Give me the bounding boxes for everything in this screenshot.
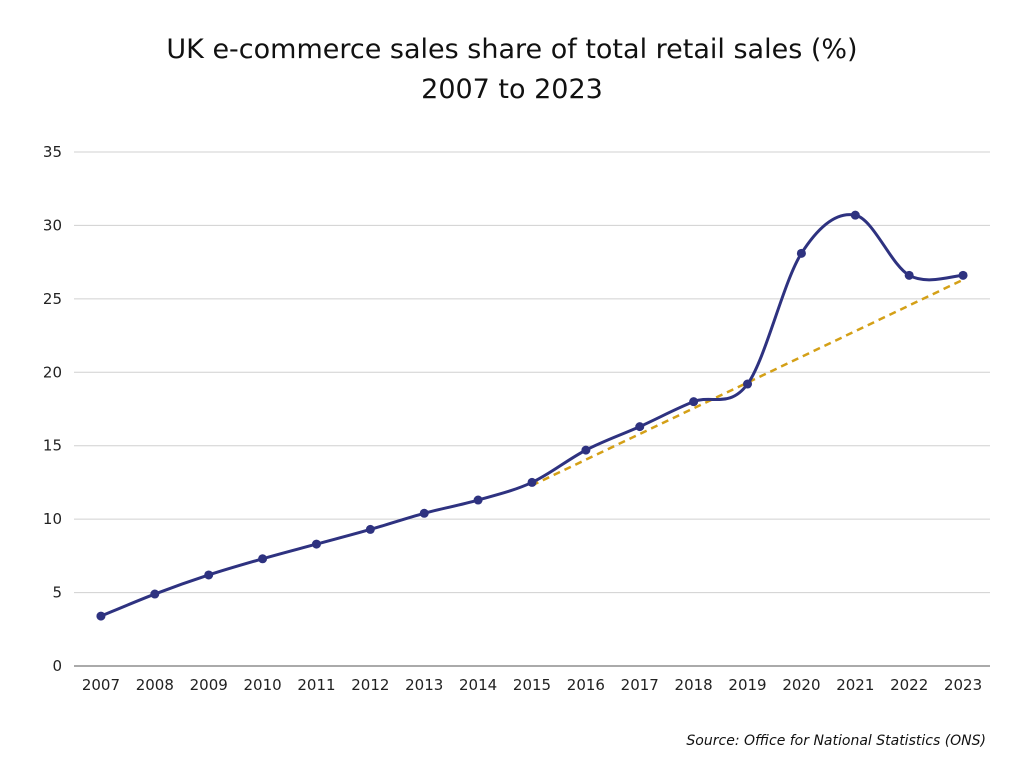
data-point-marker: [365, 524, 375, 534]
data-point-marker: [850, 210, 860, 220]
data-point-marker: [204, 570, 214, 580]
x-tick-label: 2011: [297, 676, 335, 694]
x-tick-label: 2010: [243, 676, 281, 694]
data-point-marker: [419, 508, 429, 518]
y-tick-label: 30: [43, 216, 62, 234]
data-point-marker: [796, 248, 806, 258]
chart-title: UK e-commerce sales share of total retai…: [0, 30, 1024, 110]
x-tick-label: 2017: [621, 676, 659, 694]
x-tick-label: 2023: [944, 676, 982, 694]
x-tick-label: 2021: [836, 676, 874, 694]
x-tick-label: 2022: [890, 676, 928, 694]
trend-line: [531, 278, 964, 487]
data-point-marker: [96, 611, 106, 621]
chart-subtitle-line: 2007 to 2023: [421, 74, 603, 105]
data-point-marker: [150, 589, 160, 599]
x-tick-label: 2009: [190, 676, 228, 694]
data-point-marker: [258, 554, 268, 564]
data-point-marker: [473, 495, 483, 505]
y-tick-label: 35: [43, 143, 62, 161]
data-point-marker: [743, 379, 753, 389]
x-tick-label: 2012: [351, 676, 389, 694]
data-point-marker: [635, 422, 645, 432]
x-tick-label: 2016: [567, 676, 605, 694]
x-tick-label: 2018: [675, 676, 713, 694]
x-tick-label: 2007: [82, 676, 120, 694]
data-point-marker: [958, 270, 968, 280]
chart-title-line: UK e-commerce sales share of total retai…: [166, 34, 858, 65]
y-tick-label: 25: [43, 290, 62, 308]
y-tick-label: 0: [52, 657, 62, 675]
data-point-marker: [581, 445, 591, 455]
data-point-marker: [689, 397, 699, 407]
x-tick-label: 2015: [513, 676, 551, 694]
data-point-marker: [527, 477, 537, 487]
x-tick-label: 2020: [782, 676, 820, 694]
y-tick-label: 15: [43, 437, 62, 455]
x-tick-label: 2014: [459, 676, 497, 694]
x-tick-label: 2013: [405, 676, 443, 694]
source-note: Source: Office for National Statistics (…: [686, 733, 986, 749]
y-tick-label: 5: [52, 584, 62, 602]
x-tick-label: 2019: [728, 676, 766, 694]
x-tick-label: 2008: [136, 676, 174, 694]
ecommerce-share-line: [100, 213, 964, 618]
data-point-marker: [311, 539, 321, 549]
y-tick-label: 10: [43, 510, 62, 528]
data-point-marker: [904, 270, 914, 280]
y-tick-label: 20: [43, 363, 62, 381]
